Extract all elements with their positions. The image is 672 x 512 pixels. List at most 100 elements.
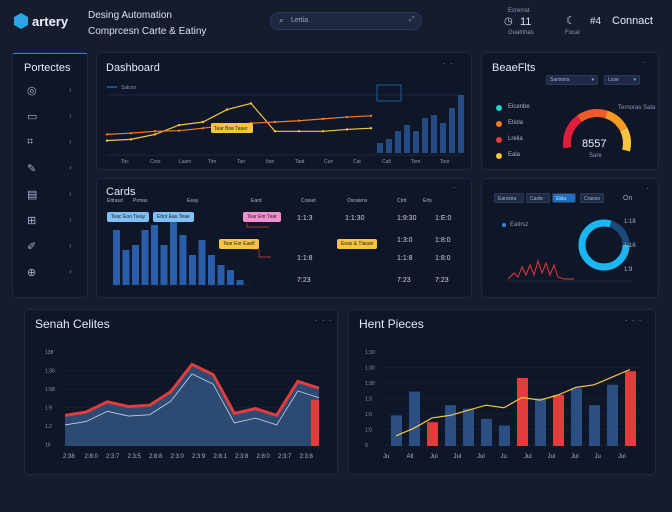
x-tick-label: Tem: [411, 159, 420, 165]
more-icon[interactable]: · · ·: [315, 316, 333, 325]
sidebar-item-4[interactable]: ✎ ›: [21, 161, 81, 179]
x-tick-label: 2:8:0: [85, 454, 99, 460]
bar: [391, 415, 402, 446]
legend-label: Etiola: [508, 120, 524, 126]
trend-line: [395, 368, 631, 437]
x-tick-label: 2:8:0: [257, 454, 271, 460]
x-tick-label: Iton: [266, 159, 275, 165]
bar: [122, 250, 130, 285]
x-tick-label: Ju: [383, 454, 389, 460]
grid-icon: ⌗: [27, 136, 34, 148]
legend-label: Elcenbe: [508, 104, 530, 110]
chevron-right-icon: ›: [69, 163, 72, 172]
bar: [377, 143, 383, 153]
x-tick-label: Tan: [237, 159, 245, 165]
stat-value: 11: [520, 16, 532, 28]
data-point: [249, 102, 253, 105]
x-tick-label: Jul: [571, 454, 579, 460]
more-icon[interactable]: ·: [453, 183, 457, 192]
bar: [386, 139, 392, 153]
connect-button[interactable]: Connact: [612, 15, 653, 27]
y-tick-label: 1:30: [45, 369, 55, 375]
legend-item: Elcenbe: [496, 103, 556, 113]
y-tick-label: 1:30: [365, 366, 375, 372]
annotation-tag[interactable]: Tear Eor Eaelf: [219, 239, 259, 249]
tab-1[interactable]: Eanciea: [494, 193, 524, 203]
search-cells-chart: 138 1:30 1:58 1:9 1:2 10 2:38 2:8:0 2:3:7 2:3:5 2:…: [45, 350, 321, 460]
data-point: [273, 130, 277, 133]
table-cell: 1:1:8: [297, 255, 313, 262]
table-cell: 7:23: [435, 277, 449, 284]
sidebar: Portectes ◎ › ▭ › ⌗ › ✎ › ▤ › ⊞ › ✐ › ⊕ ›: [12, 52, 88, 298]
data-point: [201, 120, 205, 124]
table-icon: ⊞: [27, 215, 37, 227]
stat-top: Ecrerrat: [508, 8, 530, 14]
x-tick-label: Cun: [324, 159, 333, 165]
sidebar-item-1[interactable]: ◎ ›: [21, 83, 81, 101]
area-edge: [64, 362, 320, 418]
more-icon[interactable]: · ·: [443, 59, 454, 68]
table-cell: 1:8:0: [435, 237, 451, 244]
bar-highlight: [376, 84, 402, 102]
column-header: Craset: [301, 198, 316, 204]
area-fill: [65, 364, 319, 446]
bar: [151, 225, 158, 285]
annotation-tag[interactable]: Tear Enr Tear: [243, 212, 281, 222]
dashboard-chart: Salcos Toc Cres Lasm Tim Tan Iton Taat Cun Cat Cal…: [105, 84, 464, 165]
target-icon: ◎: [27, 85, 37, 97]
annotation-tag[interactable]: Eeas & Tlasan: [337, 239, 378, 249]
tab-3[interactable]: Ebia: [552, 193, 576, 203]
area-line: [64, 373, 320, 426]
bar: [404, 125, 410, 153]
annotation-tag[interactable]: Teac Eoo Tieay: [107, 212, 150, 222]
dropdown-3[interactable]: Lcoe ▾: [604, 75, 640, 85]
connector-line: [246, 223, 269, 228]
x-tick-label: Jul: [430, 454, 438, 460]
more-icon[interactable]: ·: [646, 184, 650, 193]
clock-icon: ◷: [504, 16, 513, 27]
gauge-arc: [604, 110, 628, 132]
y-tick-label: 1:30: [365, 381, 375, 387]
x-tick-label: Jul: [618, 454, 626, 460]
bar: [458, 95, 464, 153]
header-num4: #4: [590, 16, 602, 27]
sidebar-item-8[interactable]: ⊕ ›: [21, 265, 81, 283]
sidebar-title: Portectes: [24, 62, 71, 74]
data-point: [297, 119, 301, 122]
annotation-tag[interactable]: [211, 123, 253, 133]
legend-dot: [502, 223, 506, 227]
bar: [463, 408, 474, 446]
dropdown-1[interactable]: Sarisons ▾: [546, 75, 598, 85]
legend-dot: [496, 137, 502, 143]
more-icon[interactable]: ·: [642, 58, 646, 67]
ring-legend: Eatirsz: [510, 222, 529, 228]
bar: [589, 405, 600, 446]
y-tick-label: 1:9: [45, 406, 52, 412]
chevron-right-icon: ›: [69, 111, 72, 120]
sparkline: [507, 259, 574, 280]
sidebar-item-7[interactable]: ✐ ›: [21, 239, 81, 257]
search-icon: ⌕: [279, 15, 285, 25]
more-icon[interactable]: · · ·: [625, 316, 643, 325]
search-input[interactable]: ⌕ Lettia ⤢: [270, 12, 422, 30]
sidebar-item-6[interactable]: ⊞ ›: [21, 213, 81, 231]
chevron-right-icon: ›: [69, 267, 72, 276]
sidebar-item-5[interactable]: ▤ ›: [21, 187, 81, 205]
annotation-tag[interactable]: Ebnt Eau Teae: [153, 212, 194, 222]
data-point: [177, 129, 181, 132]
tab-4[interactable]: Craoso: [580, 193, 604, 203]
sidebar-item-3[interactable]: ⌗ ›: [21, 135, 81, 153]
bar: [553, 395, 564, 446]
tab-2[interactable]: Caste: [526, 193, 550, 203]
data-point: [153, 130, 157, 133]
gauge: [563, 109, 631, 152]
card-icon: ▭: [27, 111, 38, 123]
legend-label: Eala: [508, 152, 521, 158]
sidebar-item-2[interactable]: ▭ ›: [21, 109, 81, 127]
bar: [535, 398, 546, 446]
user-icon[interactable]: ☾: [566, 15, 576, 27]
column-header: Osratens: [347, 198, 368, 204]
plus-icon: ⊕: [27, 267, 37, 279]
bar: [198, 240, 206, 285]
column-header: Eeay: [187, 198, 199, 204]
